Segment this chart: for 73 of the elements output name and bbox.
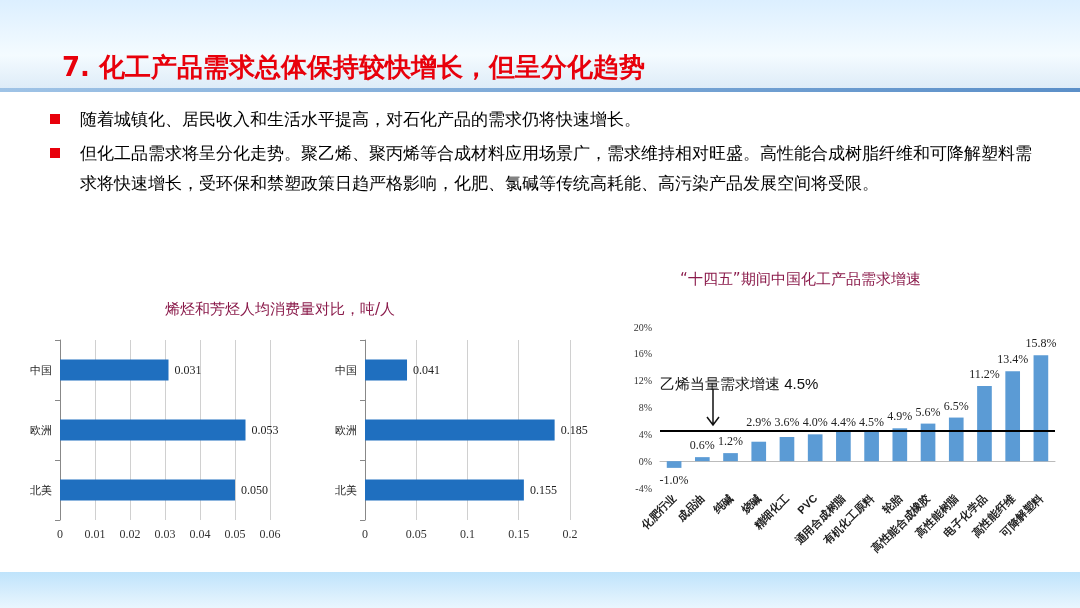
- y-tick-label: 中国: [30, 364, 52, 376]
- y-tick-label: 北美: [30, 484, 52, 496]
- x-tick-label: 0.01: [84, 527, 106, 541]
- data-label: 4.4%: [830, 414, 856, 429]
- data-label: 5.6%: [915, 404, 941, 419]
- data-label: 0.041: [413, 363, 441, 377]
- y-tick-label: 20%: [633, 321, 652, 333]
- data-label: 0.050: [241, 483, 268, 497]
- y-tick-label: 北美: [335, 484, 357, 496]
- data-label: 6.5%: [943, 398, 969, 413]
- bar: [60, 419, 246, 441]
- y-tick-label: 中国: [335, 364, 357, 376]
- x-tick-label: 0.15: [508, 527, 530, 541]
- bar: [807, 434, 823, 462]
- y-tick-label: 0%: [638, 455, 652, 467]
- x-tick-label: 0.06: [259, 527, 281, 541]
- data-label: 2.9%: [746, 414, 772, 429]
- bar: [723, 453, 738, 462]
- bar: [1005, 371, 1021, 462]
- y-tick-label: -4%: [635, 482, 652, 494]
- data-label: 3.6%: [774, 414, 800, 429]
- x-tick-label: 0.03: [154, 527, 176, 541]
- bar: [1033, 355, 1049, 462]
- bar: [948, 417, 964, 462]
- bar: [365, 419, 555, 441]
- x-tick-label: 纯碱: [710, 491, 735, 517]
- chart-title: 烯烃和芳烃人均消费量对比，吨/人: [165, 300, 396, 319]
- data-label: 4.0%: [802, 414, 828, 429]
- ref-line-label: 乙烯当量需求增速 4.5%: [660, 374, 819, 392]
- data-label: -1.0%: [659, 472, 689, 487]
- data-label: 1.2%: [718, 434, 744, 449]
- bar: [666, 461, 682, 468]
- bar: [60, 359, 169, 381]
- y-tick-label: 欧洲: [30, 424, 52, 436]
- text: 7. 化工产品需求总体保持较快增长，但呈分化趋势: [62, 51, 646, 84]
- y-tick-label: 8%: [638, 402, 652, 413]
- data-label: 4.9%: [887, 409, 913, 424]
- bar: [779, 437, 795, 462]
- bar: [751, 441, 767, 462]
- x-tick-label: 轮胎: [879, 491, 905, 517]
- data-label: 0.031: [174, 363, 202, 377]
- x-tick-label: 0.04: [189, 527, 211, 541]
- bar: [694, 457, 710, 462]
- text: 随着城镇化、居民收入和生活水平提高，对石化产品的需求仍将快速增长。: [80, 109, 641, 129]
- bar: [977, 386, 992, 462]
- y-tick-label: 12%: [633, 375, 652, 387]
- data-label: 15.8%: [1025, 336, 1057, 351]
- bar: [836, 431, 851, 462]
- data-label: 0.053: [251, 423, 279, 437]
- data-label: 4.5%: [859, 414, 885, 429]
- x-tick-label: 化肥行业: [638, 491, 679, 533]
- x-tick-label: 0: [362, 527, 368, 541]
- bar: [60, 479, 235, 501]
- data-label: 0.6%: [689, 438, 715, 453]
- data-label: 11.2%: [969, 367, 1000, 382]
- x-tick-label: 0: [57, 527, 63, 541]
- y-tick-label: 16%: [633, 348, 652, 360]
- chart-title: “十四五”期间中国化工产品需求增速: [680, 270, 921, 289]
- text: 但化工品需求将呈分化走势。聚乙烯、聚丙烯等合成材料应用场景广，需求维持相对旺盛。高性能合成树脂纤维和可降解塑料需求将快速增长，受环保和禁塑政策日趋严格影响，化肥、氯碱等传统高耗能、高污染产品发展空间将受限。: [80, 143, 1032, 193]
- data-label: 0.155: [529, 483, 557, 497]
- bar: [365, 479, 524, 501]
- data-label: 13.4%: [997, 352, 1029, 367]
- bar: [365, 359, 408, 381]
- y-tick-label: 4%: [638, 428, 652, 440]
- bar: [864, 430, 879, 462]
- bar: [892, 428, 908, 462]
- x-tick-label: 0.1: [460, 527, 475, 541]
- x-tick-label: 0.05: [224, 527, 246, 541]
- data-label: 0.185: [560, 423, 588, 437]
- x-tick-label: 0.02: [119, 527, 141, 541]
- x-tick-label: 0.05: [405, 527, 427, 541]
- x-tick-label: 0.2: [562, 527, 578, 541]
- y-tick-label: 欧洲: [335, 424, 357, 436]
